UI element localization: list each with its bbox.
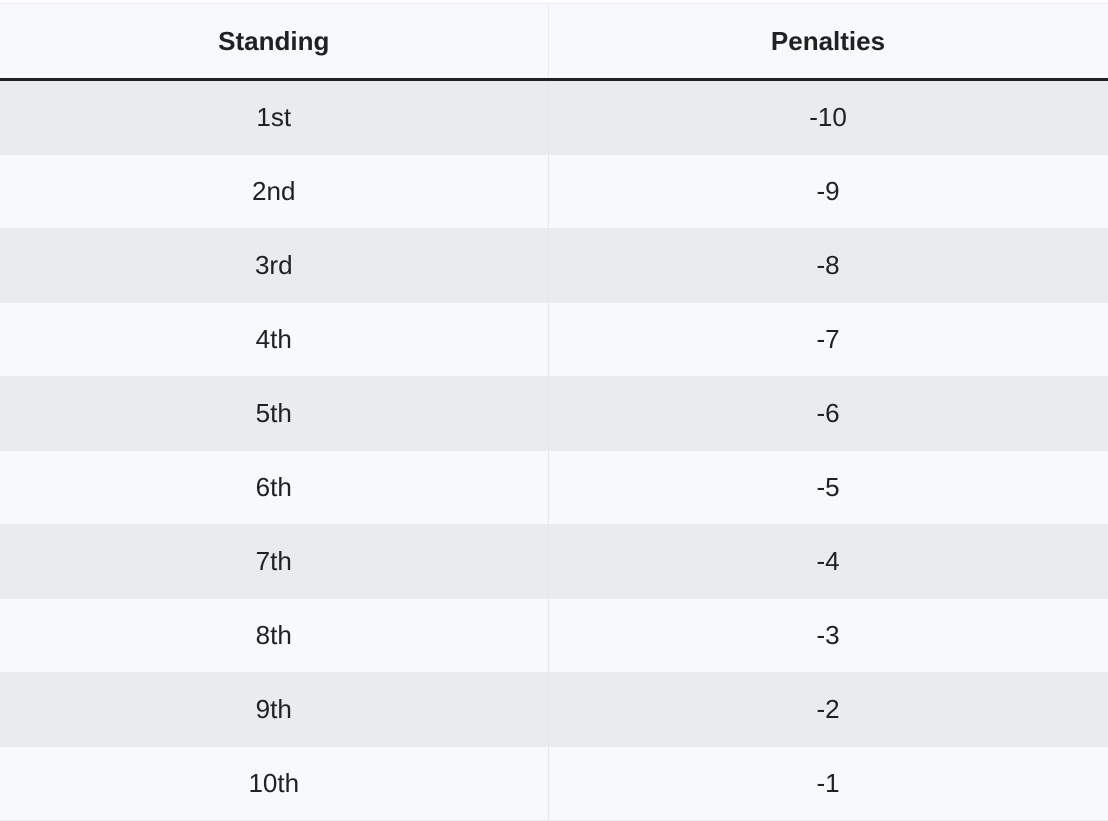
table-row: 10th -1 <box>0 746 1108 821</box>
standing-cell: 8th <box>0 598 549 673</box>
table-row: 5th -6 <box>0 376 1108 451</box>
standing-cell: 6th <box>0 450 549 525</box>
standing-cell: 10th <box>0 746 549 821</box>
table-row: 2nd -9 <box>0 154 1108 229</box>
table-row: 7th -4 <box>0 524 1108 599</box>
column-header-penalties: Penalties <box>548 3 1108 81</box>
standing-cell: 2nd <box>0 154 549 229</box>
penalties-cell: -9 <box>548 154 1108 229</box>
header-row: Standing Penalties <box>0 3 1108 81</box>
penalties-table-container: Standing Penalties 1st -10 2nd -9 3rd -8… <box>0 3 1108 821</box>
penalties-cell: -7 <box>548 302 1108 377</box>
standing-cell: 4th <box>0 302 549 377</box>
table-row: 1st -10 <box>0 79 1108 155</box>
table-body: 1st -10 2nd -9 3rd -8 4th -7 5th -6 6th … <box>0 79 1108 821</box>
penalties-cell: -4 <box>548 524 1108 599</box>
table-row: 6th -5 <box>0 450 1108 525</box>
penalties-cell: -10 <box>548 79 1108 155</box>
table-row: 4th -7 <box>0 302 1108 377</box>
penalties-cell: -6 <box>548 376 1108 451</box>
standing-cell: 7th <box>0 524 549 599</box>
table-row: 9th -2 <box>0 672 1108 747</box>
penalties-table: Standing Penalties 1st -10 2nd -9 3rd -8… <box>0 3 1108 821</box>
table-row: 3rd -8 <box>0 228 1108 303</box>
penalties-cell: -8 <box>548 228 1108 303</box>
standing-cell: 5th <box>0 376 549 451</box>
table-header: Standing Penalties <box>0 3 1108 81</box>
penalties-cell: -1 <box>548 746 1108 821</box>
standing-cell: 9th <box>0 672 549 747</box>
column-header-standing: Standing <box>0 3 549 81</box>
table-row: 8th -3 <box>0 598 1108 673</box>
penalties-cell: -5 <box>548 450 1108 525</box>
penalties-cell: -2 <box>548 672 1108 747</box>
standing-cell: 3rd <box>0 228 549 303</box>
standing-cell: 1st <box>0 79 549 155</box>
penalties-cell: -3 <box>548 598 1108 673</box>
